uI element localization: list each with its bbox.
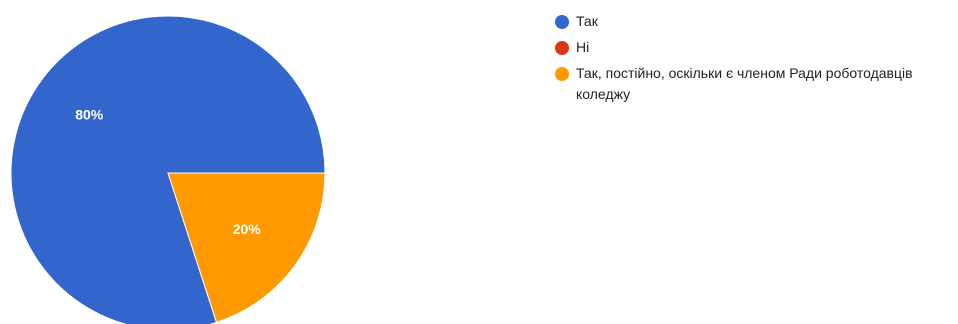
pie-slice-label-tak-postiino: 20% <box>233 221 262 237</box>
pie-slice-labels: 80% 20% <box>75 106 261 236</box>
legend-label-tak-postiino: Так, постійно, оскільки є членом Ради ро… <box>576 65 913 102</box>
legend-item-ni[interactable]: Ні <box>555 39 955 58</box>
legend-label-ni: Ні <box>576 39 590 55</box>
legend-label-tak: Так <box>576 13 598 29</box>
legend-item-tak[interactable]: Так <box>555 13 955 32</box>
legend: Так Ні Так, постійно, оскільки є членом … <box>555 13 955 112</box>
pie-slice-tak-postiino[interactable] <box>167 172 326 323</box>
legend-swatch-tak-postiino-icon <box>555 67 569 81</box>
pie-plot-area: 80% 20% <box>10 15 326 324</box>
legend-swatch-tak-icon <box>555 15 569 29</box>
legend-swatch-ni-icon <box>555 41 569 55</box>
pie-slice-tak[interactable] <box>10 15 326 324</box>
pie-slice-label-tak: 80% <box>75 106 104 122</box>
legend-item-tak-postiino[interactable]: Так, постійно, оскільки є членом Ради ро… <box>555 65 955 105</box>
pie-slices <box>10 15 326 324</box>
